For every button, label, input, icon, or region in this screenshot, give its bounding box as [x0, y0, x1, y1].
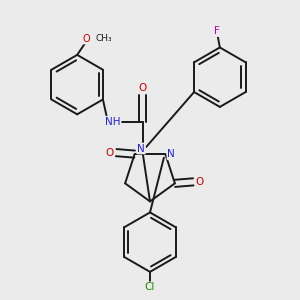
Text: O: O [138, 83, 147, 94]
Text: N: N [167, 149, 175, 159]
Text: Cl: Cl [145, 282, 155, 292]
Text: O: O [106, 148, 114, 158]
Text: NH: NH [105, 117, 121, 127]
Text: F: F [214, 26, 220, 36]
Text: O: O [196, 177, 204, 187]
Text: CH₃: CH₃ [96, 34, 112, 43]
Text: N: N [137, 143, 145, 154]
Text: O: O [82, 34, 90, 44]
